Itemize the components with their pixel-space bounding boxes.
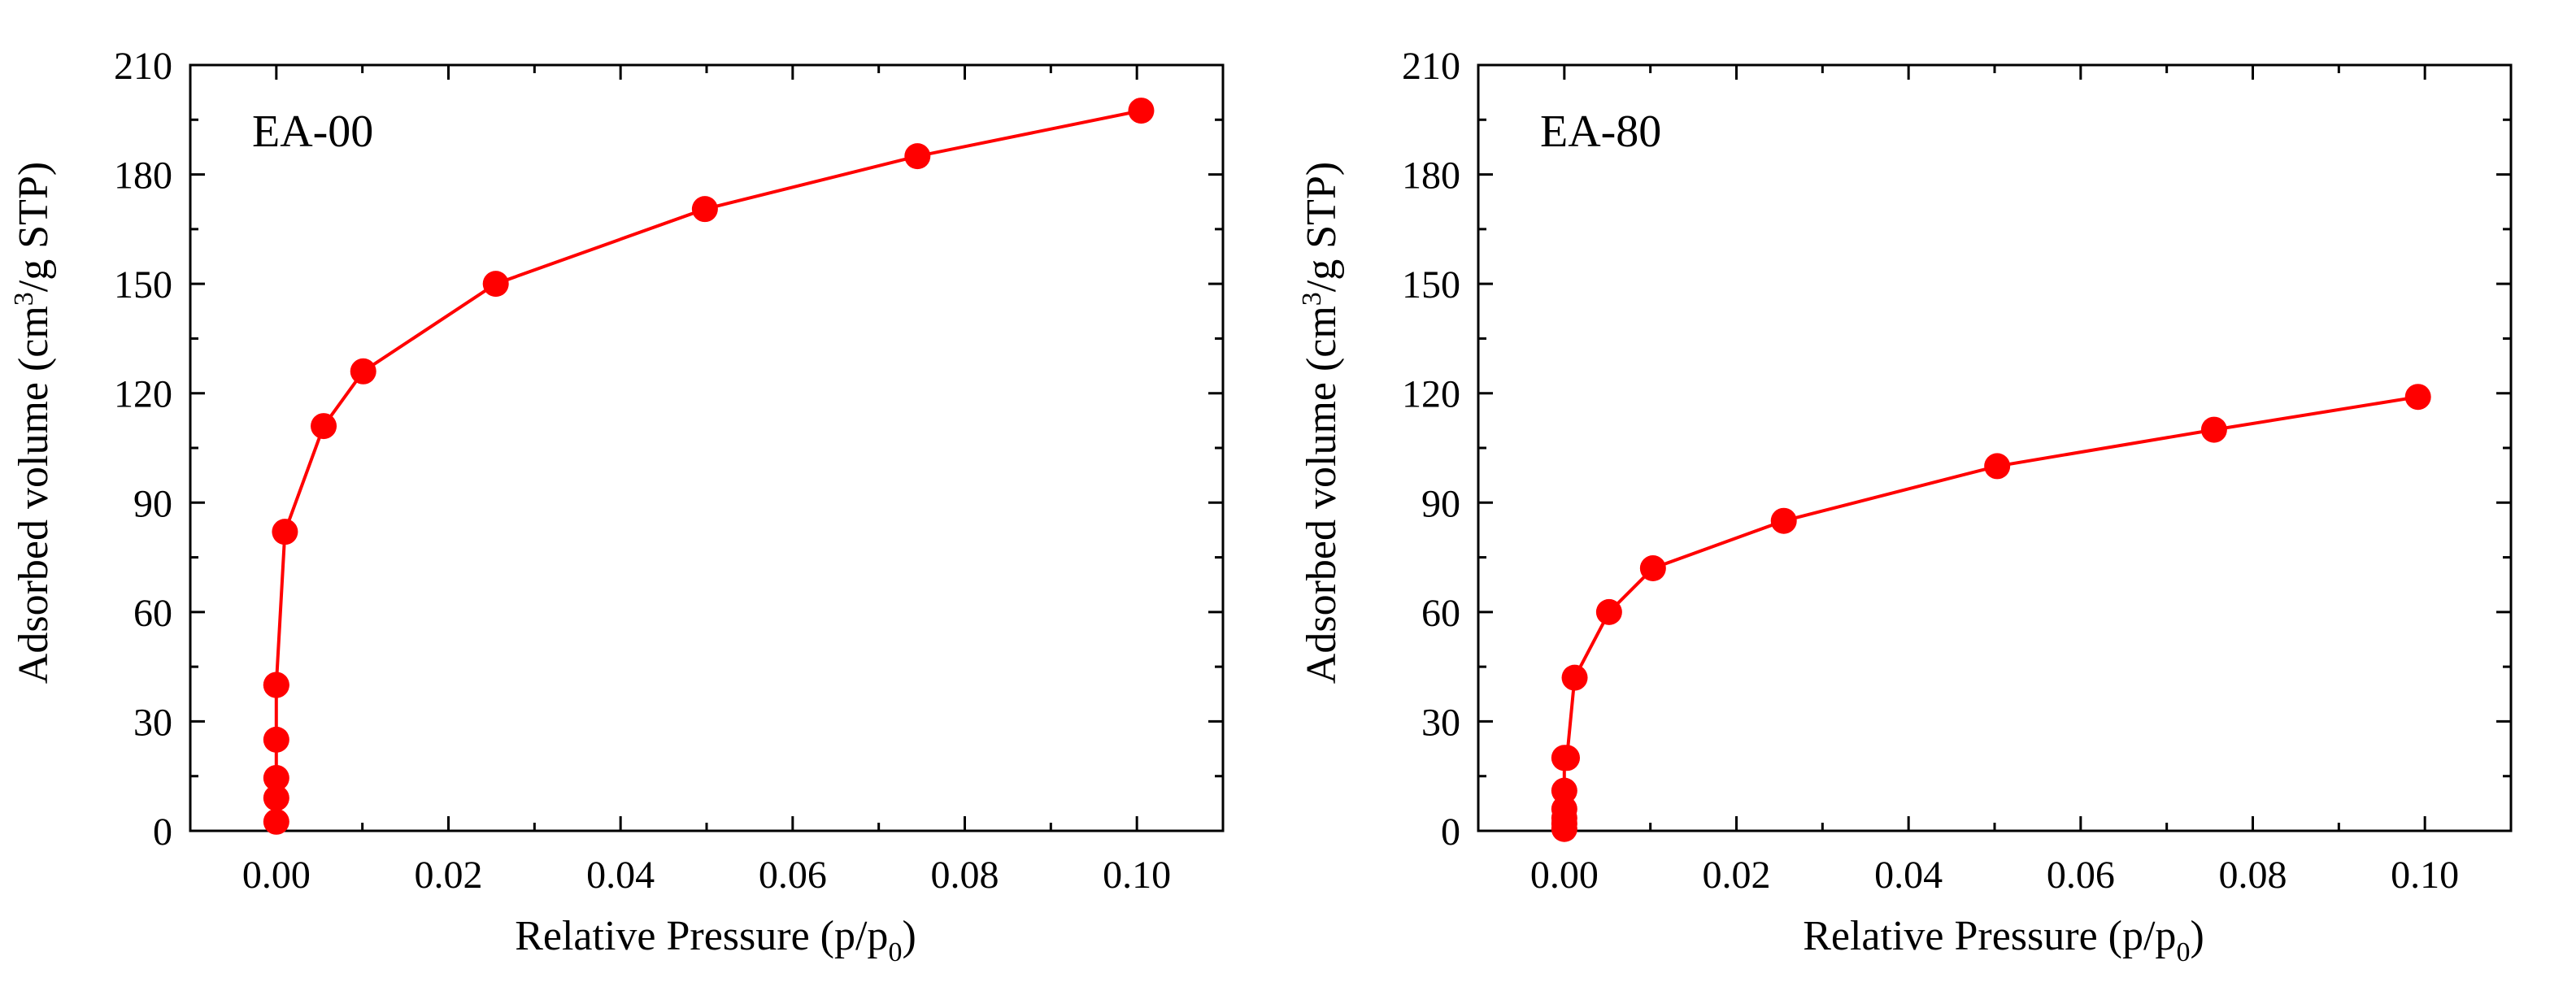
y-axis-title: Adsorbed volume (cm3/g STP) (9, 162, 57, 684)
data-point (263, 726, 289, 753)
adsorption-isotherm-chart: Adsorbed volume (cm3/g STP) Relative Pre… (1297, 45, 2513, 967)
y-tick-label: 0 (153, 811, 172, 854)
data-point (1561, 664, 1588, 691)
data-point (1554, 745, 1581, 771)
y-tick-label: 0 (1441, 811, 1460, 854)
y-tick-label: 210 (1402, 45, 1460, 88)
plot-frame (189, 63, 1225, 832)
y-axis-title: Adsorbed volume (cm3/g STP) (1297, 162, 1345, 684)
x-tick-label: 0.10 (2391, 854, 2459, 897)
data-point (311, 413, 337, 440)
data-point (1770, 507, 1797, 534)
data-point (263, 672, 289, 698)
y-tick-label: 90 (133, 482, 172, 525)
x-tick-label: 0.10 (1103, 854, 1171, 897)
y-tick-label: 90 (1421, 482, 1460, 525)
data-point (1984, 453, 2011, 480)
y-tick-label: 150 (114, 263, 172, 306)
y-tick-label: 180 (1402, 154, 1460, 198)
data-point (1639, 555, 1666, 582)
data-point (1595, 598, 1622, 625)
x-axis-title: Relative Pressure (p/p0) (515, 913, 916, 967)
x-tick-label: 0.08 (931, 854, 999, 897)
x-tick-label: 0.04 (1874, 854, 1943, 897)
x-axis-title: Relative Pressure (p/p0) (1803, 913, 2204, 967)
data-point (272, 519, 298, 545)
sample-label: EA-80 (1540, 106, 1661, 157)
data-point (904, 143, 931, 170)
sample-label: EA-00 (252, 106, 373, 157)
plot-frame (1477, 63, 2513, 832)
y-tick-label: 30 (133, 701, 172, 744)
y-tick-label: 30 (1421, 701, 1460, 744)
x-tick-label: 0.06 (2047, 854, 2115, 897)
data-point (482, 271, 509, 298)
data-point (691, 196, 718, 223)
data-point (350, 358, 376, 385)
x-tick-label: 0.00 (1530, 854, 1599, 897)
x-tick-label: 0.00 (242, 854, 311, 897)
y-tick-label: 120 (114, 373, 172, 416)
y-tick-label: 210 (114, 45, 172, 88)
x-tick-label: 0.06 (759, 854, 827, 897)
x-tick-label: 0.02 (415, 854, 483, 897)
x-tick-label: 0.04 (586, 854, 655, 897)
y-tick-label: 150 (1402, 263, 1460, 306)
data-point (1551, 777, 1577, 804)
adsorption-isotherm-chart: Adsorbed volume (cm3/g STP) Relative Pre… (9, 45, 1225, 967)
data-point (2200, 416, 2227, 443)
data-point (1128, 98, 1155, 124)
data-point (263, 785, 289, 811)
data-point (1551, 796, 1577, 823)
x-tick-label: 0.08 (2219, 854, 2287, 897)
y-tick-label: 180 (114, 154, 172, 198)
data-point (263, 764, 289, 791)
chart-panel-ea-00: Adsorbed volume (cm3/g STP) Relative Pre… (9, 45, 1225, 967)
data-point (263, 808, 289, 835)
y-tick-label: 60 (133, 592, 172, 635)
x-tick-label: 0.02 (1703, 854, 1771, 897)
data-point (2404, 384, 2431, 411)
y-tick-label: 60 (1421, 592, 1460, 635)
y-tick-label: 120 (1402, 373, 1460, 416)
chart-panel-ea-80: Adsorbed volume (cm3/g STP) Relative Pre… (1288, 0, 2576, 1004)
